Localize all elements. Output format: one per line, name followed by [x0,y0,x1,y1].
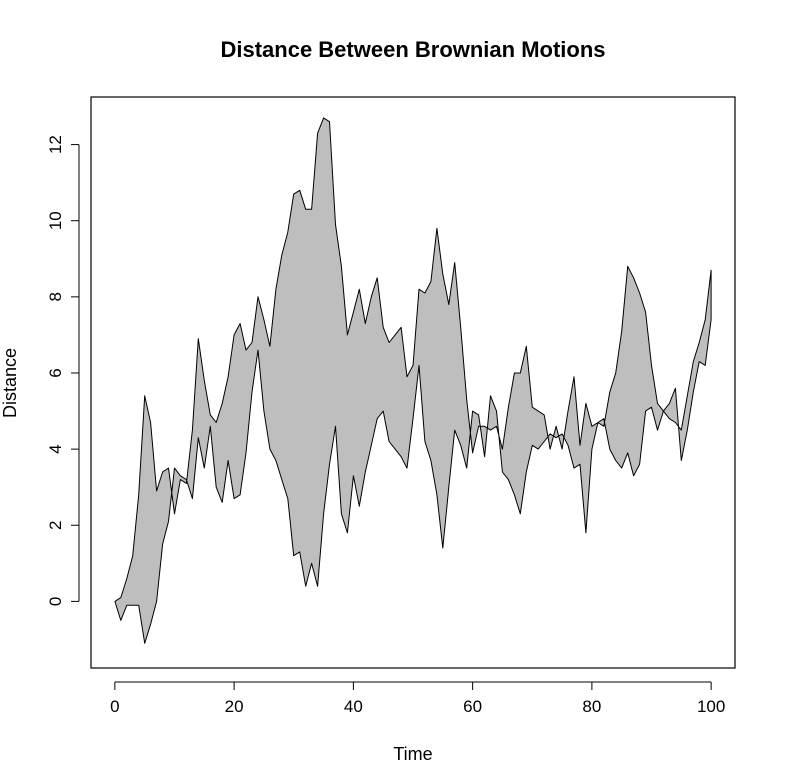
y-tick-label: 12 [46,135,65,154]
chart-title: Distance Between Brownian Motions [220,37,605,62]
y-tick-label: 2 [46,521,65,530]
x-tick-label: 60 [463,697,482,716]
x-tick-label: 40 [344,697,363,716]
plot-frame [90,96,736,669]
x-tick-label: 100 [697,697,725,716]
distance-band-layer [114,117,712,644]
x-tick-label: 80 [582,697,601,716]
x-tick-label: 20 [225,697,244,716]
y-axis-label: Distance [0,348,20,418]
y-tick-label: 10 [46,211,65,230]
y-tick-label: 4 [46,444,65,453]
x-axis-label: Time [393,744,432,764]
y-tick-label: 6 [46,368,65,377]
x-tick-label: 0 [110,697,119,716]
y-tick-label: 0 [46,597,65,606]
y-axis: 0 2 4 6 8 10 12 [46,135,80,606]
x-axis: 0 20 40 60 80 100 [110,681,725,716]
y-tick-label: 8 [46,292,65,301]
distance-band [114,117,712,644]
